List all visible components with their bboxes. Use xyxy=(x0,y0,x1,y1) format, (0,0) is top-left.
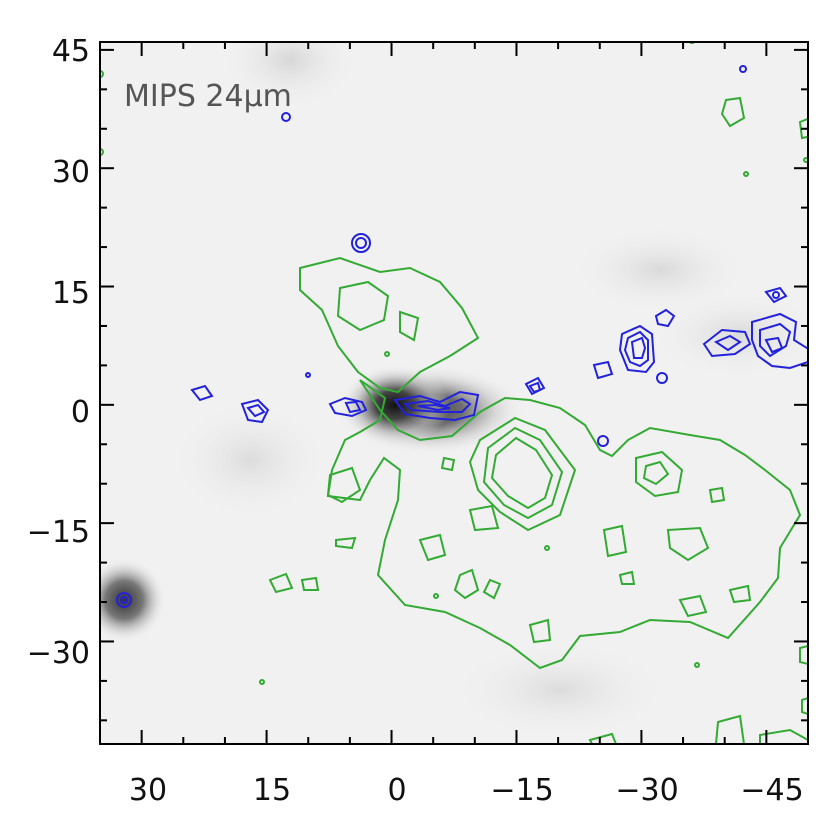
green-contours xyxy=(100,42,808,744)
y-tick-label-15: 15 xyxy=(52,276,90,311)
y-tick-label-0: 0 xyxy=(71,395,90,430)
x-tick-label-minus30: −30 xyxy=(615,773,678,808)
x-axis-labels: 30 15 0 −15 −30 −45 xyxy=(129,773,804,808)
x-tick-label-minus45: −45 xyxy=(740,773,803,808)
x-tick-label-15: 15 xyxy=(253,773,291,808)
mips-24um-image xyxy=(100,42,808,744)
y-tick-label-45: 45 xyxy=(52,34,90,69)
x-tick-label-30: 30 xyxy=(129,773,167,808)
x-axis-ticks xyxy=(99,42,809,744)
panel-label: MIPS 24μm xyxy=(124,79,292,114)
x-tick-label-minus15: −15 xyxy=(490,773,553,808)
blue-contours xyxy=(116,65,808,608)
y-axis-labels: 45 30 15 0 −15 −30 xyxy=(27,34,90,671)
y-tick-label-30: 30 xyxy=(52,155,90,190)
y-axis-ticks xyxy=(100,48,808,722)
plot-frame xyxy=(99,41,809,745)
y-tick-label-minus30: −30 xyxy=(27,636,90,671)
y-tick-label-minus15: −15 xyxy=(27,515,90,550)
x-tick-label-0: 0 xyxy=(387,773,406,808)
